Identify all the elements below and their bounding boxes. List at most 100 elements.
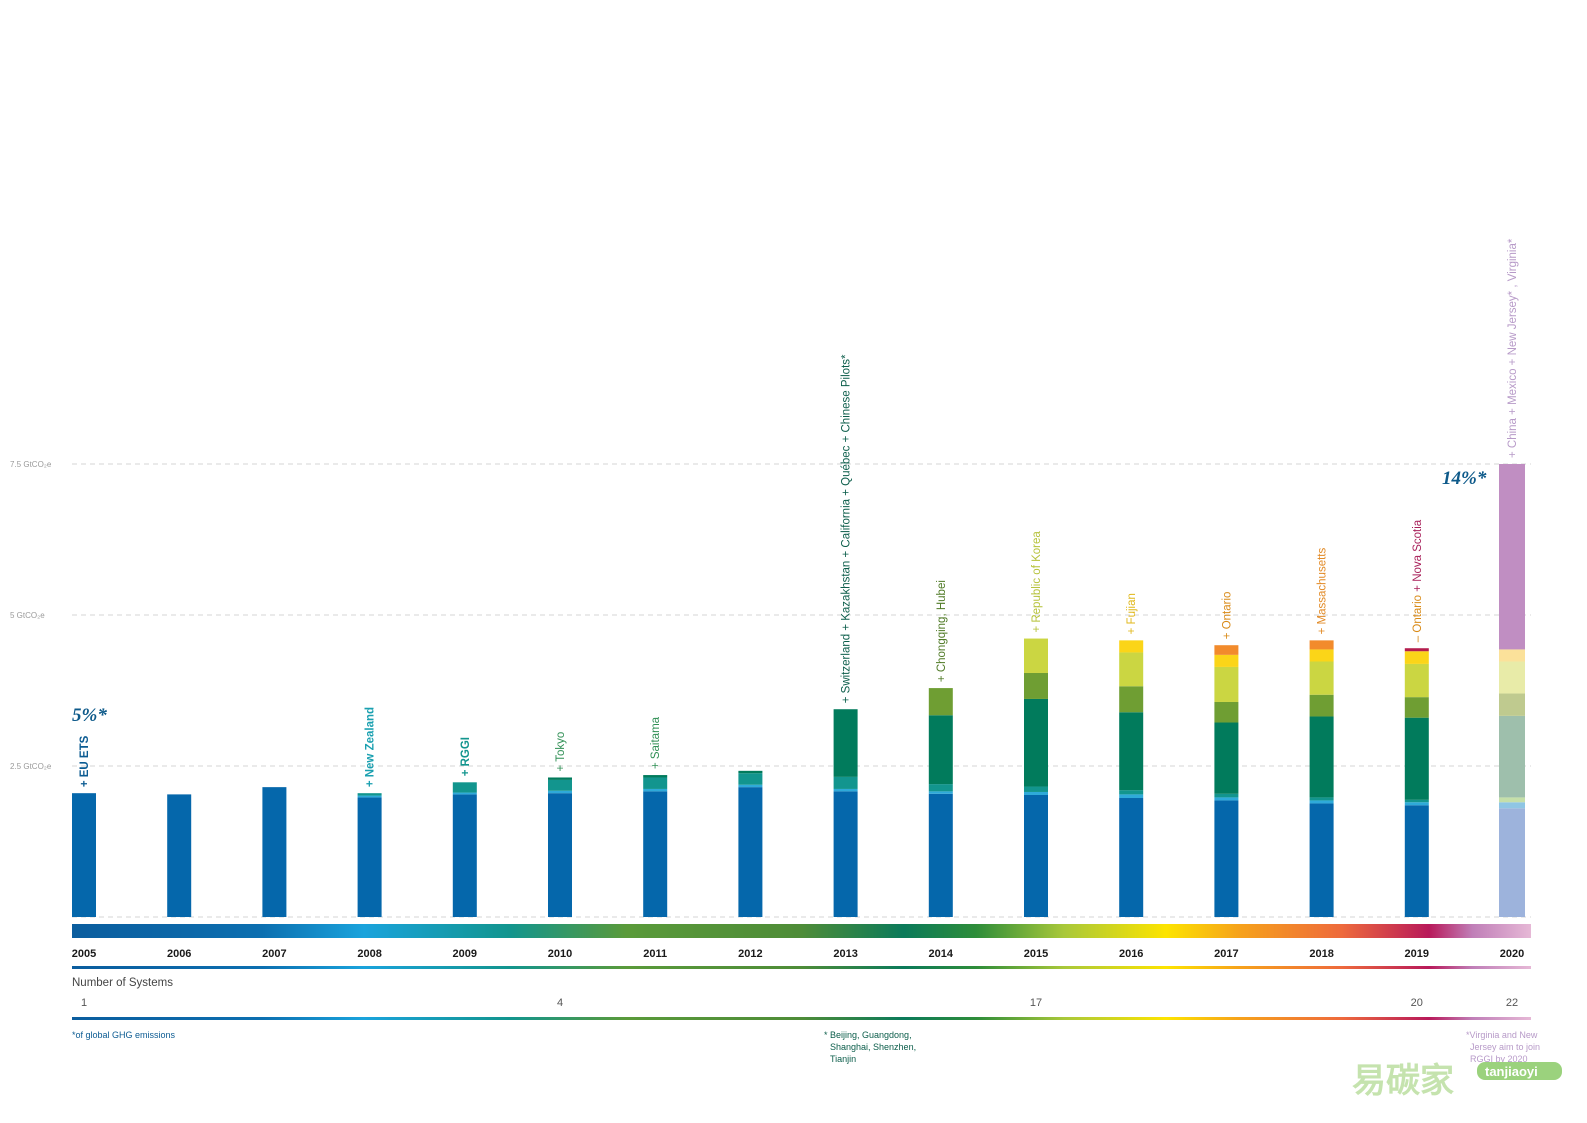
bar-2018: [1309, 640, 1334, 917]
bar-segment: [1404, 799, 1429, 803]
bar-segment: [738, 770, 763, 774]
bar-segment: [643, 775, 668, 778]
bar-segment: [1214, 793, 1239, 798]
bar-2014: [928, 688, 953, 917]
share-labels: 5%* 14%*: [72, 468, 1487, 726]
bar-segment: [452, 794, 477, 917]
footnote-middle-line: Tianjin: [830, 1054, 856, 1064]
year-label-2006: 2006: [167, 948, 191, 960]
number-of-systems-label: Number of Systems: [72, 977, 173, 989]
annotation-2005: + EU ETS: [79, 735, 91, 787]
timeline-line: [72, 966, 1531, 969]
bar-segment: [643, 777, 668, 789]
bar-segment: [928, 793, 953, 917]
bar-segment: [1309, 661, 1334, 695]
bar-segment: [833, 791, 858, 917]
bar-segment: [452, 792, 477, 795]
bar-segment: [72, 793, 96, 917]
bar-segment: [1119, 712, 1144, 791]
bar-segment: [548, 779, 572, 791]
year-labels: 2005 2006 2007 2008 2009 2010 2011 2012 2013 2014…: [72, 948, 1524, 960]
annotation-2016: + Fujian: [1126, 593, 1138, 634]
annotation-2014: + Chongqing, Hubei: [936, 580, 948, 682]
annotations: + EU ETS + New Zealand + RGGI + Tokyo + Sait…: [79, 238, 1519, 787]
systems-count-2005: 1: [81, 997, 87, 1009]
annotation-2017: + Ontario: [1221, 592, 1233, 640]
watermark-logo: 易碳家 tanjiaoyi: [1352, 1062, 1562, 1100]
annotation-2011: + Saitama: [650, 716, 662, 769]
bar-segment: [1404, 697, 1429, 718]
number-of-systems-values: 1 4 17 20 22: [81, 997, 1518, 1009]
bar-segment: [833, 788, 858, 792]
timeline-bar: [72, 924, 1531, 938]
bar-segment: [928, 688, 953, 716]
year-label-2010: 2010: [548, 948, 572, 960]
bar-segment: [1119, 798, 1144, 917]
systems-count-2020: 22: [1506, 997, 1518, 1009]
bar-segment: [1214, 654, 1239, 667]
systems-count-2015: 17: [1030, 997, 1042, 1009]
bar-segment: [357, 795, 382, 798]
bar-segment: [548, 790, 572, 794]
year-label-2008: 2008: [357, 948, 381, 960]
bar-2009: [452, 782, 477, 917]
bar-segment: [1499, 715, 1525, 798]
footnote-middle-line: * Beijing, Guangdong,: [824, 1030, 912, 1040]
bar-segment: [1499, 661, 1525, 694]
y-tick-label: 7.5 GtCO₂e: [10, 460, 52, 469]
annotation-2020: + China + Mexico + New Jersey* , Virgini…: [1507, 238, 1519, 458]
bar-2012: [738, 770, 763, 917]
bar-segment: [1309, 797, 1334, 801]
annotation-part: – Ontario: [1412, 592, 1424, 643]
year-label-2012: 2012: [738, 948, 762, 960]
bar-segment: [1024, 672, 1048, 699]
footnote-right-line: RGGI by 2020: [1470, 1054, 1528, 1064]
bar-segment: [1214, 666, 1239, 702]
bar-segment: [1309, 640, 1334, 650]
share-label-first: 5%*: [72, 705, 107, 726]
bar-segment: [1309, 800, 1334, 804]
bar-2010: [548, 777, 572, 917]
annotation-2010: + Tokyo: [555, 732, 567, 772]
footnote-left: *of global GHG emissions: [72, 1030, 176, 1040]
bar-segment: [738, 784, 763, 788]
bar-segment: [1024, 638, 1048, 673]
bar-2016: [1119, 640, 1144, 917]
annotation-2013: + Switzerland + Kazakhstan + California …: [841, 354, 853, 703]
bar-segment: [1214, 645, 1239, 655]
bar-segment: [833, 709, 858, 777]
bar-segment: [1499, 464, 1525, 650]
bar-2017: [1214, 645, 1239, 917]
bar-segment: [1499, 802, 1525, 809]
bar-segment: [167, 794, 192, 917]
bar-2015: [1024, 638, 1048, 917]
bar-segment: [833, 776, 858, 789]
bar-segment: [1499, 808, 1525, 917]
bar-segment: [928, 791, 953, 794]
bar-segment: [357, 793, 382, 796]
bar-segment: [738, 787, 763, 917]
bar-segment: [1404, 802, 1429, 806]
y-tick-label: 5 GtCO₂e: [10, 611, 45, 620]
bar-segment: [1309, 803, 1334, 917]
bar-segment: [1024, 791, 1048, 795]
bar-2008: [357, 793, 382, 917]
bar-2007: [262, 787, 287, 917]
bar-segment: [1214, 722, 1239, 794]
bar-2011: [643, 775, 668, 917]
annotation-2019: – Ontario + Nova Scotia: [1412, 519, 1424, 642]
footnote-middle-line: Shanghai, Shenzhen,: [830, 1042, 916, 1052]
bar-segment: [1119, 640, 1144, 653]
watermark-text: 易碳家: [1352, 1062, 1454, 1100]
gridlines: [72, 463, 1531, 918]
bar-2006: [167, 794, 192, 917]
bar-segment: [1024, 786, 1048, 792]
annotation-2008: + New Zealand: [365, 707, 377, 787]
bar-segment: [643, 788, 668, 792]
bar-segment: [1119, 794, 1144, 799]
bar-segment: [1119, 686, 1144, 713]
bar-segment: [928, 784, 953, 792]
bar-segment: [1499, 693, 1525, 716]
bar-segment: [928, 715, 953, 785]
